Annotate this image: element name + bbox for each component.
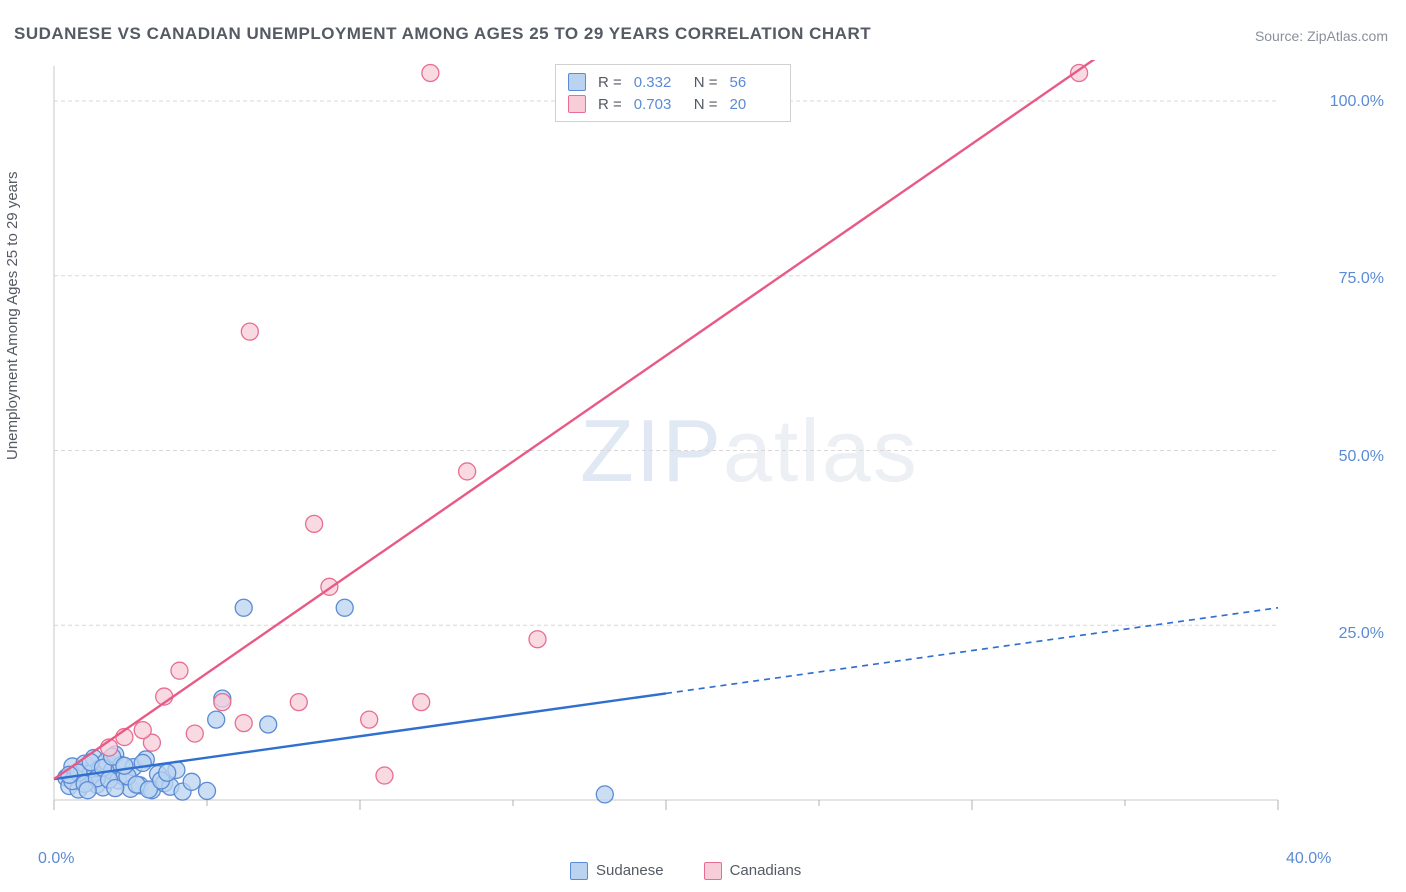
stats-row-sudanese: R = 0.332 N = 56 (568, 71, 778, 93)
stats-n-sudanese: 56 (730, 74, 778, 91)
stats-r-label2: R = (598, 96, 622, 113)
legend-item-sudanese: Sudanese (570, 862, 664, 880)
stats-n-canadians: 20 (730, 96, 778, 113)
legend-item-canadians: Canadians (704, 862, 802, 880)
plot-svg (48, 60, 1318, 830)
stats-row-canadians: R = 0.703 N = 20 (568, 93, 778, 115)
stats-r-canadians: 0.703 (634, 96, 682, 113)
xtick-label-40: 40.0% (1286, 850, 1331, 868)
stats-r-sudanese: 0.332 (634, 74, 682, 91)
chart-container: SUDANESE VS CANADIAN UNEMPLOYMENT AMONG … (0, 0, 1406, 892)
stats-swatch-canadians (568, 95, 586, 113)
source-prefix: Source: (1255, 28, 1307, 44)
plot-area (48, 60, 1318, 830)
source-link[interactable]: ZipAtlas.com (1307, 28, 1388, 44)
ytick-label-75: 75.0% (1339, 270, 1384, 288)
legend-swatch-canadians (704, 862, 722, 880)
legend-label-canadians: Canadians (730, 862, 802, 879)
legend-label-sudanese: Sudanese (596, 862, 664, 879)
stats-legend-box: R = 0.332 N = 56 R = 0.703 N = 20 (555, 64, 791, 122)
legend-swatch-sudanese (570, 862, 588, 880)
chart-title: SUDANESE VS CANADIAN UNEMPLOYMENT AMONG … (14, 24, 871, 44)
ytick-label-50: 50.0% (1339, 448, 1384, 466)
y-axis-label: Unemployment Among Ages 25 to 29 years (4, 171, 21, 460)
stats-r-label: R = (598, 74, 622, 91)
stats-n-label2: N = (694, 96, 718, 113)
xtick-label-0: 0.0% (38, 850, 74, 868)
ytick-label-25: 25.0% (1339, 625, 1384, 643)
stats-n-label: N = (694, 74, 718, 91)
legend-bottom: Sudanese Canadians (570, 862, 801, 880)
ytick-label-100: 100.0% (1330, 93, 1384, 111)
source-attribution: Source: ZipAtlas.com (1255, 28, 1388, 44)
stats-swatch-sudanese (568, 73, 586, 91)
